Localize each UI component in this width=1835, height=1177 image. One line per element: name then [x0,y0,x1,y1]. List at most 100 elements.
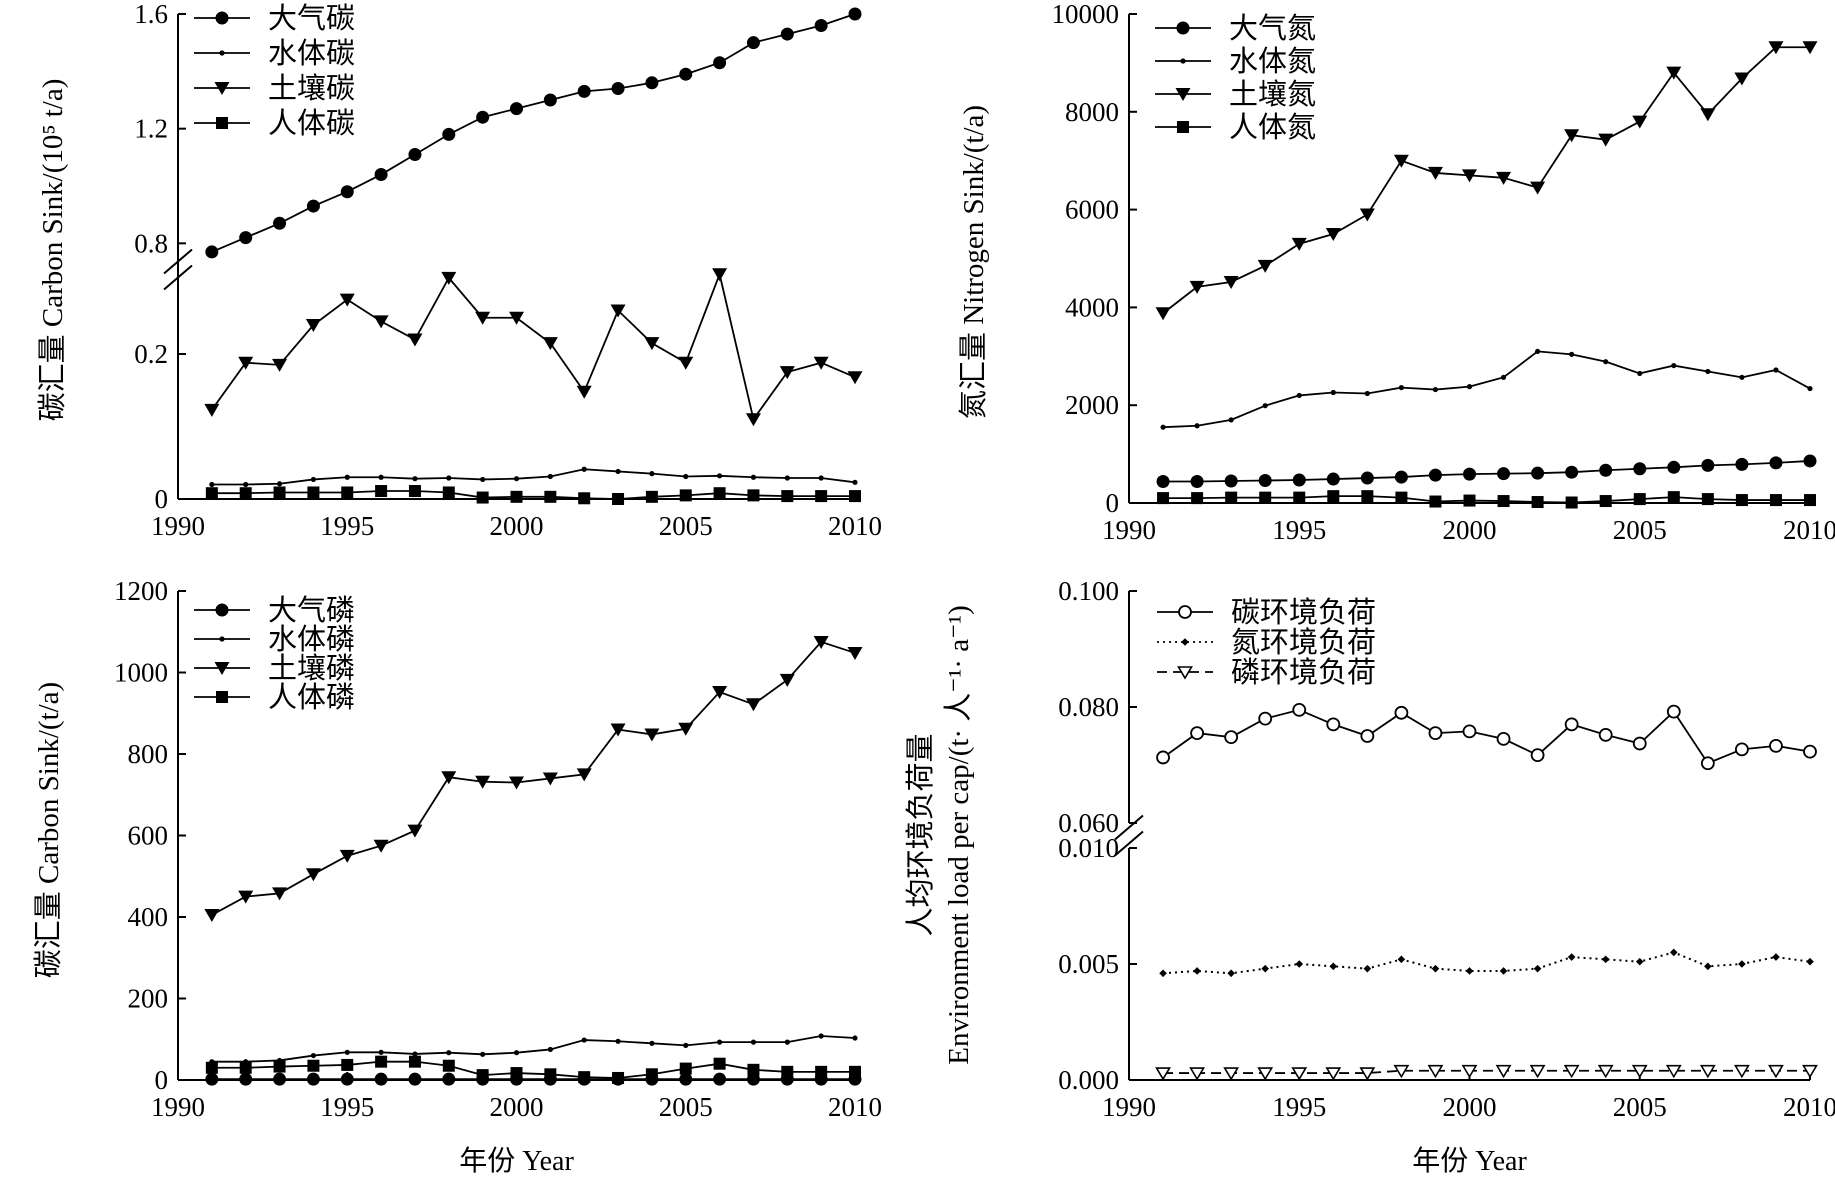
x-tick-label: 2000 [490,511,544,541]
data-point [1671,362,1677,369]
data-point [645,490,658,503]
data-point [341,1058,354,1071]
data-point [644,337,660,351]
data-point [1735,742,1749,757]
data-point [1700,108,1716,122]
data-point [205,487,218,500]
data-point [781,490,794,503]
y-tick-label: 0.000 [1058,1065,1119,1095]
data-point [745,698,761,712]
data-point [239,487,252,500]
legend-label: 氮环境负荷 [1231,626,1376,659]
series-carbon-3 [205,485,861,505]
data-point [747,489,760,502]
data-point [1497,467,1511,481]
data-point [509,776,524,790]
chart-panel-nitrogen: 1990 1995 2000 2005 2010 0 2000 4000 6000 8000 100… [957,0,1835,545]
data-point [1258,711,1273,726]
data-point [1227,969,1235,978]
y-tick-label: 1200 [114,576,168,606]
data-point [576,768,592,782]
data-point [1397,955,1406,964]
data-point [442,127,456,141]
y-tick-label: 8000 [1065,97,1119,127]
data-point [1223,1067,1240,1081]
data-point [818,475,824,481]
data-point [239,231,253,245]
x-tick-label: 1995 [1272,515,1326,545]
y-tick-label: 200 [128,984,169,1014]
data-point [547,473,553,480]
data-point [713,56,727,70]
legend-label: 水体氮 [1229,45,1316,78]
data-point [1567,953,1576,961]
y-axis-label: 氮汇量 Nitrogen Sink/(t/a) [957,105,990,419]
legend-marker [1175,88,1191,101]
data-point [1701,458,1715,472]
data-point [1632,736,1647,751]
data-point [480,1051,486,1057]
data-point [412,1051,418,1057]
data-point [1428,726,1443,740]
data-point [441,771,457,785]
data-point [1259,491,1272,504]
data-point [375,1055,388,1068]
data-point [678,722,694,736]
axis-break-mark [163,264,193,291]
data-point [374,168,388,182]
data-point [1768,1064,1784,1079]
legend-marker [214,82,230,95]
y-tick-label: 600 [128,821,169,851]
legend-label: 水体碳 [268,37,355,70]
x-axis-label: 年份 Year [459,1145,574,1177]
data-point [1155,1067,1171,1081]
data-point [442,1072,456,1086]
data-point [1461,1064,1478,1079]
y-tick-label: 0.080 [1058,692,1119,722]
data-point [1330,389,1336,396]
data-point [1463,467,1476,481]
data-point [476,1069,489,1082]
series-nitrogen-2 [1155,41,1818,321]
data-point [1292,703,1307,717]
data-point [306,199,320,213]
data-point [407,333,423,347]
data-point [1224,474,1238,488]
y-axis-label: 人均环境负荷量 Environment load per cap/(t· 人⁻¹·… [904,605,975,1064]
data-point [1189,280,1205,294]
data-point [1257,1067,1274,1081]
data-point [1429,495,1442,508]
data-point [713,1057,726,1070]
data-point [408,1072,422,1086]
data-point [310,1052,316,1059]
data-point [781,1065,794,1078]
data-point [243,481,249,488]
x-tick-label: 2000 [1443,1092,1497,1122]
data-point [852,1035,858,1041]
series-phosphorus-1 [209,1033,858,1065]
y-axis-label-line: Environment load per cap/(t· 人⁻¹· a⁻¹) [943,605,975,1064]
data-point [1191,492,1204,505]
y-tick-label: 0.100 [1058,576,1119,606]
data-point [446,1050,452,1056]
data-point [1359,1067,1376,1081]
data-point [1193,967,1201,975]
data-point [847,646,863,660]
data-point [344,474,350,480]
data-point [1361,490,1374,503]
data-point [1258,474,1272,488]
data-point [1667,491,1680,504]
legend-label: 人体碳 [268,107,355,140]
data-point [683,473,689,480]
y-tick-label: 0.2 [134,339,168,369]
data-point [408,147,422,161]
data-point [1705,368,1711,375]
data-point [750,474,757,480]
data-point [610,723,626,737]
data-point [1428,468,1442,482]
legend-label: 大气碳 [268,2,355,35]
x-tick-label: 2010 [828,1092,882,1122]
legend-label: 水体磷 [268,623,355,656]
legend-marker [219,50,225,56]
data-point [273,216,287,230]
